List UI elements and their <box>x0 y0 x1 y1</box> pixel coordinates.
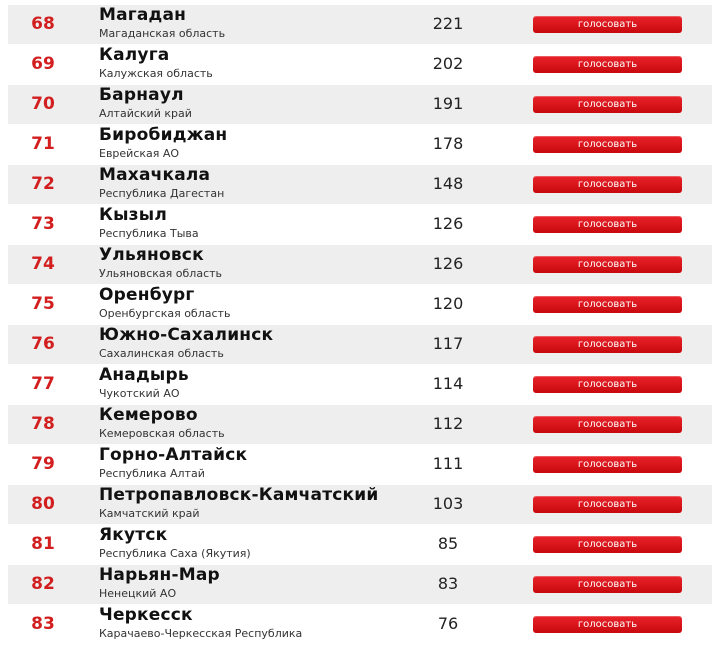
city-name: Калуга <box>99 45 170 65</box>
city-name: Анадырь <box>99 365 189 385</box>
region-name: Ульяновская область <box>99 267 223 280</box>
vote-count: 114 <box>432 374 464 393</box>
vote-button[interactable]: голосовать <box>533 296 682 313</box>
vote-button[interactable]: голосовать <box>533 576 682 593</box>
region-name: Республика Дагестан <box>99 187 225 200</box>
vote-button[interactable]: голосовать <box>533 136 682 153</box>
region-name: Оренбургская область <box>99 307 231 320</box>
vote-button[interactable]: голосовать <box>533 256 682 273</box>
region-name: Еврейская АО <box>99 147 180 160</box>
vote-count: 221 <box>432 14 464 33</box>
city-rating-table: 68 Магадан Магаданская область 221 голос… <box>8 5 712 645</box>
city-name: Барнаул <box>99 85 184 105</box>
rank-number: 71 <box>31 134 55 154</box>
table-row: 80 Петропавловск-Камчатский Камчатский к… <box>8 485 712 525</box>
vote-button[interactable]: голосовать <box>533 336 682 353</box>
vote-count: 76 <box>437 614 459 633</box>
city-name: Южно-Сахалинск <box>99 325 274 345</box>
city-name: Ульяновск <box>99 245 204 265</box>
vote-button[interactable]: голосовать <box>533 16 682 33</box>
table-row: 81 Якутск Республика Саха (Якутия) 85 го… <box>8 525 712 565</box>
rank-number: 76 <box>31 334 55 354</box>
region-name: Чукотский АО <box>99 387 180 400</box>
table-row: 75 Оренбург Оренбургская область 120 гол… <box>8 285 712 325</box>
rank-number: 70 <box>31 94 55 114</box>
region-name: Карачаево-Черкесская Республика <box>99 627 303 640</box>
rank-number: 83 <box>31 614 55 634</box>
vote-button[interactable]: голосовать <box>533 536 682 553</box>
vote-count: 191 <box>432 94 464 113</box>
table-row: 73 Кызыл Республика Тыва 126 голосовать <box>8 205 712 245</box>
vote-count: 117 <box>432 334 464 353</box>
vote-count: 178 <box>432 134 464 153</box>
rank-number: 73 <box>31 214 55 234</box>
vote-count: 126 <box>432 254 464 273</box>
rank-number: 74 <box>31 254 55 274</box>
vote-count: 202 <box>432 54 464 73</box>
rank-number: 80 <box>31 494 55 514</box>
vote-button[interactable]: голосовать <box>533 176 682 193</box>
region-name: Кемеровская область <box>99 427 225 440</box>
rank-number: 81 <box>31 534 55 554</box>
city-name: Черкесск <box>99 605 193 625</box>
table-row: 70 Барнаул Алтайский край 191 голосовать <box>8 85 712 125</box>
table-row: 79 Горно-Алтайск Республика Алтай 111 го… <box>8 445 712 485</box>
vote-count: 111 <box>432 454 464 473</box>
city-name: Магадан <box>99 5 187 25</box>
table-row: 82 Нарьян-Мар Ненецкий АО 83 голосовать <box>8 565 712 605</box>
city-name: Петропавловск-Камчатский <box>99 485 379 505</box>
vote-count: 103 <box>432 494 464 513</box>
table-row: 77 Анадырь Чукотский АО 114 голосовать <box>8 365 712 405</box>
vote-count: 112 <box>432 414 464 433</box>
region-name: Камчатский край <box>99 507 200 520</box>
region-name: Республика Саха (Якутия) <box>99 547 251 560</box>
vote-button[interactable]: голосовать <box>533 376 682 393</box>
vote-count: 85 <box>437 534 459 553</box>
city-name: Биробиджан <box>99 125 228 145</box>
vote-count: 120 <box>432 294 464 313</box>
city-name: Горно-Алтайск <box>99 445 248 465</box>
rank-number: 82 <box>31 574 55 594</box>
table-row: 76 Южно-Сахалинск Сахалинская область 11… <box>8 325 712 365</box>
vote-button[interactable]: голосовать <box>533 616 682 633</box>
city-name: Якутск <box>99 525 168 545</box>
vote-button[interactable]: голосовать <box>533 216 682 233</box>
rank-number: 69 <box>31 54 55 74</box>
city-name: Оренбург <box>99 285 195 305</box>
vote-count: 148 <box>432 174 464 193</box>
vote-button[interactable]: голосовать <box>533 56 682 73</box>
table-row: 69 Калуга Калужская область 202 голосова… <box>8 45 712 85</box>
vote-button[interactable]: голосовать <box>533 496 682 513</box>
region-name: Алтайский край <box>99 107 192 120</box>
vote-count: 83 <box>437 574 459 593</box>
rank-number: 75 <box>31 294 55 314</box>
city-name: Нарьян-Мар <box>99 565 220 585</box>
region-name: Магаданская область <box>99 27 226 40</box>
vote-button[interactable]: голосовать <box>533 96 682 113</box>
rank-number: 72 <box>31 174 55 194</box>
region-name: Республика Тыва <box>99 227 199 240</box>
table-row: 71 Биробиджан Еврейская АО 178 голосоват… <box>8 125 712 165</box>
city-name: Махачкала <box>99 165 211 185</box>
vote-button[interactable]: голосовать <box>533 456 682 473</box>
vote-count: 126 <box>432 214 464 233</box>
rank-number: 68 <box>31 14 55 34</box>
region-name: Республика Алтай <box>99 467 205 480</box>
region-name: Калужская область <box>99 67 213 80</box>
table-row: 74 Ульяновск Ульяновская область 126 гол… <box>8 245 712 285</box>
rank-number: 79 <box>31 454 55 474</box>
rank-number: 77 <box>31 374 55 394</box>
region-name: Сахалинская область <box>99 347 224 360</box>
table-row: 68 Магадан Магаданская область 221 голос… <box>8 5 712 45</box>
city-name: Кызыл <box>99 205 167 225</box>
vote-button[interactable]: голосовать <box>533 416 682 433</box>
table-row: 78 Кемерово Кемеровская область 112 голо… <box>8 405 712 445</box>
rank-number: 78 <box>31 414 55 434</box>
table-row: 83 Черкесск Карачаево-Черкесская Республ… <box>8 605 712 645</box>
region-name: Ненецкий АО <box>99 587 177 600</box>
table-row: 72 Махачкала Республика Дагестан 148 гол… <box>8 165 712 205</box>
city-name: Кемерово <box>99 405 198 425</box>
